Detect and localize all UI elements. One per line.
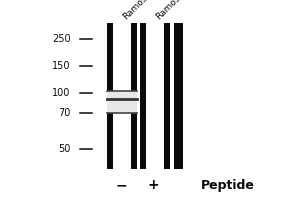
Text: Ramos: Ramos <box>122 0 149 21</box>
Bar <box>140 23 169 169</box>
Bar <box>130 23 136 169</box>
Text: Ramos: Ramos <box>154 0 182 21</box>
Text: 150: 150 <box>52 61 70 71</box>
Text: Peptide: Peptide <box>201 178 255 192</box>
Text: 70: 70 <box>58 108 70 118</box>
Bar <box>140 23 146 169</box>
Text: 250: 250 <box>52 34 70 44</box>
Bar <box>164 23 169 169</box>
Text: −: − <box>115 178 127 192</box>
Text: +: + <box>147 178 159 192</box>
Bar <box>106 91 136 113</box>
Text: 100: 100 <box>52 88 70 98</box>
Bar <box>106 23 136 169</box>
Bar <box>106 23 112 169</box>
Text: 50: 50 <box>58 144 70 154</box>
Bar <box>174 23 183 169</box>
